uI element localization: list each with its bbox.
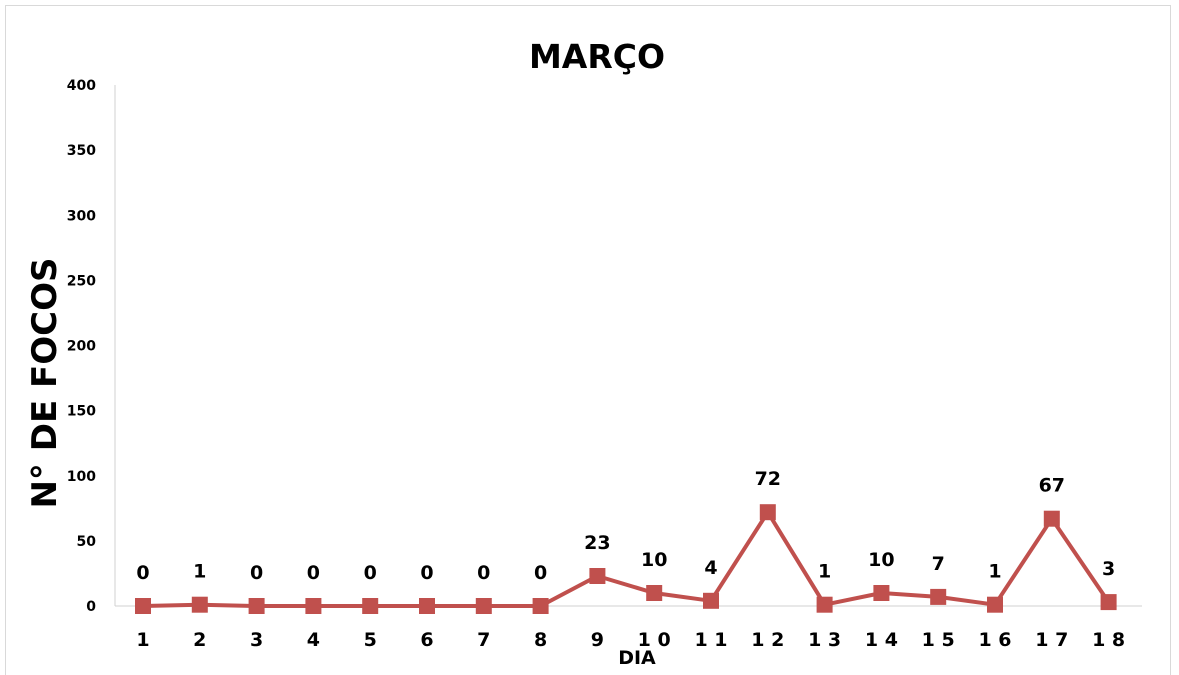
data-point-marker — [475, 598, 492, 614]
data-point-marker — [532, 598, 549, 614]
x-tick-label: 1 6 — [978, 629, 1011, 651]
x-tick-label: 1 7 — [1035, 629, 1068, 651]
data-label: 10 — [641, 549, 667, 571]
y-tick-label: 0 — [86, 599, 96, 615]
data-label: 72 — [755, 468, 781, 490]
data-point-marker — [305, 598, 322, 614]
data-label: 0 — [477, 562, 490, 584]
data-label: 67 — [1039, 475, 1065, 497]
x-tick-label: 4 — [307, 629, 320, 651]
data-point-marker — [646, 585, 663, 601]
series-line — [142, 510, 1111, 608]
y-tick-label: 350 — [67, 143, 96, 159]
data-label: 0 — [534, 562, 547, 584]
x-tick-label: 2 — [193, 629, 206, 651]
y-axis-label: N° DE FOCOS — [25, 257, 65, 508]
x-tick-label: 7 — [477, 629, 490, 651]
y-tick-label: 400 — [67, 78, 96, 94]
x-tick-label: 1 1 — [694, 629, 727, 651]
data-point-marker — [1043, 510, 1060, 527]
data-label: 3 — [1102, 558, 1115, 580]
chart-title: MARÇO — [529, 37, 665, 76]
data-label: 0 — [420, 562, 433, 584]
data-label: 0 — [364, 562, 377, 584]
x-tick-label: 1 5 — [922, 629, 955, 651]
y-tick-label: 300 — [67, 208, 96, 224]
y-tick-label: 50 — [77, 534, 97, 550]
data-label: 4 — [704, 557, 717, 579]
x-tick-label: 5 — [364, 629, 377, 651]
data-point-marker — [248, 598, 265, 614]
data-point-marker — [589, 568, 606, 584]
x-tick-label: 1 4 — [865, 629, 898, 651]
x-tick-label: 8 — [534, 629, 547, 651]
x-tick-label: 1 — [136, 629, 149, 651]
data-point-marker — [987, 596, 1003, 613]
data-label: 0 — [307, 562, 320, 584]
data-point-marker — [191, 596, 208, 613]
series-markers — [135, 504, 1117, 614]
data-point-marker — [1100, 594, 1117, 611]
x-axis-ticks: 1 2 3 4 5 6 7 8 9 1 0 1 1 1 2 1 3 1 4 1 5 1 6 1 7 1 8 — [136, 629, 1125, 651]
data-point-marker — [930, 588, 947, 605]
data-label: 0 — [250, 562, 263, 584]
y-tick-label: 250 — [67, 273, 96, 289]
data-label: 1 — [193, 561, 206, 583]
x-tick-label: 1 8 — [1092, 629, 1125, 651]
x-tick-label: 1 3 — [808, 629, 841, 651]
data-label: 23 — [584, 532, 610, 554]
x-tick-label: 1 2 — [751, 629, 784, 651]
data-point-marker — [703, 592, 719, 609]
y-tick-label: 150 — [67, 404, 96, 420]
data-label: 1 — [818, 561, 831, 583]
data-point-marker — [816, 596, 833, 613]
x-tick-label: 9 — [591, 629, 604, 651]
data-point-marker — [759, 504, 776, 521]
chart-frame — [5, 5, 1171, 675]
data-label: 7 — [932, 553, 945, 575]
y-axis-ticks: 0 50 100 150 200 250 300 350 400 — [67, 78, 96, 615]
y-tick-label: 100 — [67, 469, 96, 485]
x-axis-label: DIA — [618, 647, 656, 669]
data-point-marker — [135, 598, 151, 614]
data-point-marker — [873, 585, 890, 601]
x-tick-label: 6 — [420, 629, 433, 651]
data-label: 0 — [136, 562, 149, 584]
y-tick-label: 200 — [67, 339, 96, 355]
data-label: 1 — [988, 561, 1001, 583]
x-tick-label: 1 0 — [638, 629, 671, 651]
data-point-marker — [419, 598, 435, 614]
data-point-marker — [362, 598, 379, 614]
data-label: 10 — [868, 549, 894, 571]
x-tick-label: 3 — [250, 629, 263, 651]
